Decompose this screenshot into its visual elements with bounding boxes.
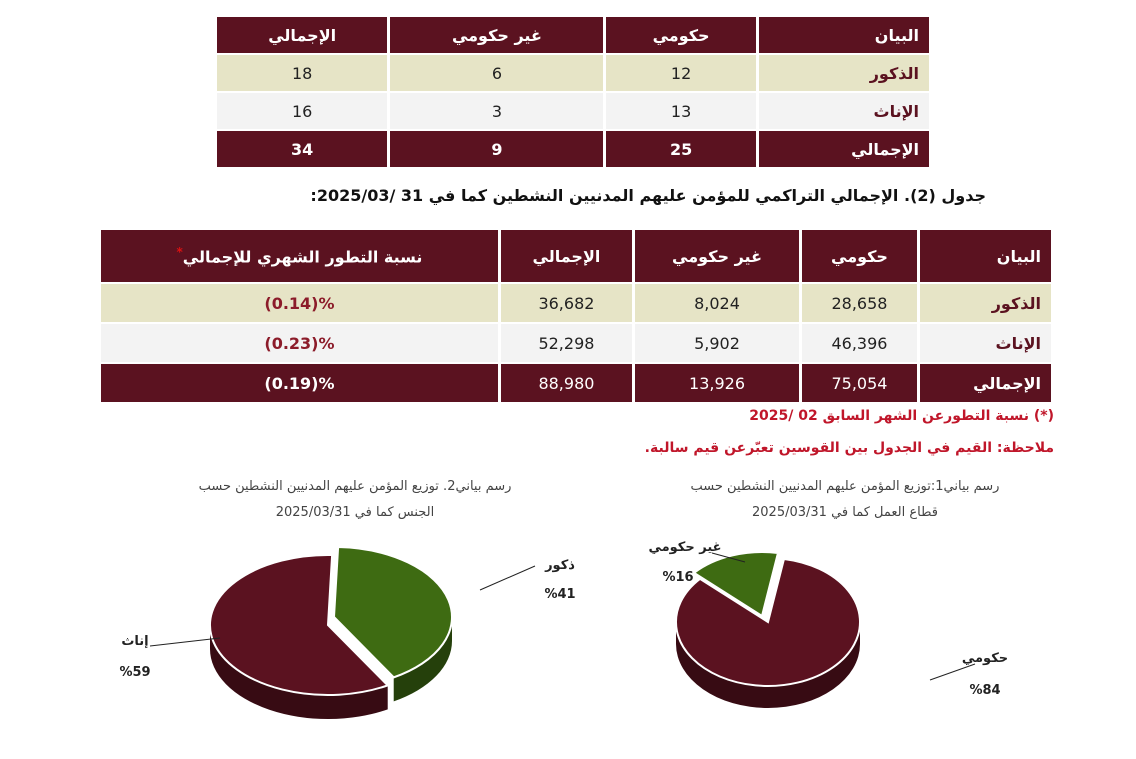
- table-cell: 5,902: [694, 333, 740, 353]
- table-cell: 9: [491, 139, 503, 159]
- table2-header-cell: حكومي: [831, 246, 888, 266]
- footnote-text: (*) نسبة التطورعن الشهر السابق 02 /2025: [749, 408, 1054, 424]
- table-row: الذكور 12 6 18: [217, 55, 929, 91]
- table2-header-cell: غير حكومي: [672, 246, 762, 266]
- change-cell: %(0.23): [264, 333, 335, 353]
- table-row: الإناث 46,396 5,902 52,298 %(0.23): [101, 324, 1051, 362]
- table-cell: 12: [670, 63, 692, 83]
- table-cell: 8,024: [694, 293, 740, 313]
- table-row: الإناث 13 3 16: [217, 93, 929, 129]
- table1-header-cell: الإجمالي: [268, 25, 337, 45]
- table-cell: 28,658: [831, 293, 888, 313]
- table-cell: 88,980: [538, 373, 595, 393]
- pie-slice-0-0: [675, 557, 861, 687]
- row-label: الإجمالي: [851, 139, 919, 159]
- chart2-title-line1: رسم بياني2. توزيع المؤمن عليهم المدنيين …: [198, 479, 512, 494]
- table2-caption: جدول (2). الإجمالي التراكمي للمؤمن عليهم…: [310, 186, 986, 205]
- pie-slice-0-1: [692, 551, 780, 618]
- table2-header-cell: نسبة التطور الشهري للإجمالي*: [101, 230, 498, 282]
- slice-value-0-0: %84: [969, 683, 1000, 698]
- remark-text: ملاحظة: القيم في الجدول بين القوسين تعبّ…: [644, 440, 1054, 456]
- table-cell: 13: [670, 101, 692, 121]
- table-cell: 3: [491, 101, 502, 121]
- pie-slice-1-1: [209, 554, 390, 697]
- slice-label-1-1: إناث: [121, 634, 148, 649]
- table2-header-cell: الإجمالي: [532, 246, 601, 266]
- table-cell: 6: [491, 63, 502, 83]
- row-label: الذكور: [869, 63, 919, 83]
- chart1-title-line2: قطاع العمل كما في 2025/03/31: [752, 505, 938, 520]
- table-cell: 46,396: [831, 333, 888, 353]
- table-cell: 16: [291, 101, 313, 121]
- table-cell: 75,054: [831, 373, 888, 393]
- leader-line-0-0: [929, 663, 976, 681]
- pie-slice-side-1-0: [393, 617, 452, 702]
- slice-value-1-1: %59: [119, 665, 150, 680]
- table1-header-row: البيان حكومي غير حكومي الإجمالي: [217, 17, 929, 53]
- table-cell: 34: [291, 139, 314, 159]
- table1-header-cell: غير حكومي: [451, 25, 542, 45]
- slice-label-1-0: ذكور: [544, 558, 575, 573]
- chart2-title: رسم بياني2. توزيع المؤمن عليهم المدنيين …: [180, 474, 530, 526]
- row-label: الإناث: [995, 333, 1042, 353]
- table-row-total: الإجمالي 75,054 13,926 88,980 %(0.19): [101, 364, 1051, 402]
- pie-slice-1-0: [332, 546, 453, 679]
- table-cell: 13,926: [689, 373, 746, 393]
- table-row: الذكور 28,658 8,024 36,682 %(0.14): [101, 284, 1051, 322]
- table2-header-cell: البيان: [996, 246, 1041, 266]
- table1-header-cell: حكومي: [652, 25, 710, 45]
- leader-line-1-1: [149, 637, 221, 647]
- table1-header-cell: البيان: [874, 25, 919, 45]
- change-cell: %(0.14): [264, 293, 335, 313]
- slice-value-0-1: %16: [662, 570, 693, 585]
- row-label: الإناث: [873, 101, 920, 121]
- summary-table-1: البيان حكومي غير حكومي الإجمالي الذكور 1…: [214, 15, 932, 169]
- pie-slice-side-1-1: [210, 625, 388, 720]
- pie-slice-side-0-0: [676, 622, 860, 708]
- slice-label-0-0: حكومي: [962, 651, 1008, 666]
- row-label: الإجمالي: [973, 373, 1041, 393]
- chart2-title-line2: الجنس كما في 2025/03/31: [275, 505, 435, 520]
- slice-value-1-0: %41: [544, 587, 575, 602]
- footnote-star: *: [176, 245, 183, 260]
- leader-line-1-0: [479, 565, 536, 591]
- summary-table-2: البيان حكومي غير حكومي الإجمالي نسبة الت…: [98, 228, 1054, 404]
- table-cell: 25: [669, 139, 693, 159]
- chart1-title-line1: رسم بياني1:توزيع المؤمن عليهم المدنيين ا…: [690, 479, 1000, 494]
- change-cell: %(0.19): [264, 373, 335, 393]
- leader-line-0-1: [711, 552, 746, 563]
- table-cell: 18: [291, 63, 313, 83]
- table-cell: 52,298: [538, 333, 595, 353]
- header-text: نسبة التطور الشهري للإجمالي: [182, 247, 423, 267]
- table-row-total: الإجمالي 25 9 34: [217, 131, 929, 167]
- row-label: الذكور: [991, 293, 1041, 313]
- chart1-title: رسم بياني1:توزيع المؤمن عليهم المدنيين ا…: [660, 474, 1030, 526]
- table-cell: 36,682: [538, 293, 595, 313]
- table2-header-row: البيان حكومي غير حكومي الإجمالي نسبة الت…: [101, 230, 1051, 282]
- slice-label-0-1: غير حكومي: [648, 540, 721, 555]
